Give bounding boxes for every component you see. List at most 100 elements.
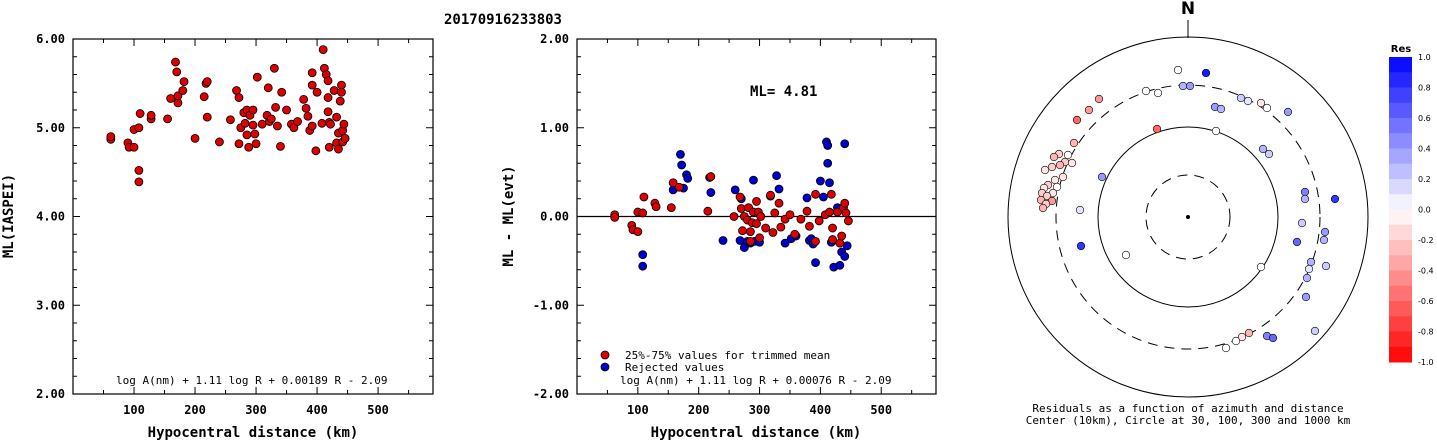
panel1-ylabel: ML(IASPEI) [1,174,17,258]
rejected-point [840,139,850,149]
legend-accepted-label: 25%-75% values for trimmed mean [625,349,830,362]
station-residual-marker [1178,81,1188,91]
ml-annotation: ML= 4.81 [750,84,817,100]
station-residual-marker [1231,336,1241,346]
station-residual-marker [1050,175,1060,185]
station-point [312,87,322,97]
figure-title: 20170916233803 [444,12,562,28]
station-point [323,76,333,86]
station-point [340,133,350,143]
station-point [179,77,189,86]
colorbar-tick-label: -0.8 [1418,328,1434,337]
panel1-xtick-label: 300 [245,403,267,417]
panel2-xtick-label: 500 [870,403,892,417]
panel1-ytick-label: 6.00 [36,32,65,46]
station-point [307,121,317,131]
station-residual-marker [1244,328,1254,338]
colorbar-cell [1389,118,1412,134]
station-point [202,77,212,86]
station-residual-marker [1319,235,1329,245]
station-residual-marker [1330,194,1340,204]
station-point [134,165,144,175]
station-residual-marker [1121,250,1131,260]
station-point [323,107,333,117]
panel2-xtick-label: 100 [627,403,649,417]
rejected-point [823,141,833,150]
colorbar-tick-label: 0.8 [1418,84,1431,93]
station-residual-marker [1042,191,1052,201]
station-point [339,119,349,129]
azimuth-residual-panel: N Residuals as a function of azimuth and… [1007,0,1369,427]
panel1-xtick-label: 500 [367,403,389,417]
colorbar-cell [1389,346,1412,363]
station-point [240,118,250,128]
station-point [146,110,156,120]
station-residual-marker [1304,264,1314,274]
station-residual-marker [1072,115,1082,125]
station-residual-marker [1076,241,1086,251]
rejected-point [735,236,745,245]
panel2-ytick-label: 1.00 [540,121,569,135]
legend-rejected-marker [600,362,610,372]
station-point [266,114,276,124]
station-residual-marker [1243,96,1253,106]
station-residual-marker [1152,124,1162,134]
panel1-xtick-label: 200 [184,403,206,417]
rejected-point [840,252,850,261]
accepted-point [766,190,775,200]
colorbar-cell [1389,194,1412,210]
station-point [301,103,311,113]
station-residual-marker [1038,203,1048,213]
colorbar-cell [1389,133,1412,149]
station-point [317,118,327,128]
station-point [226,115,235,125]
accepted-point [811,189,820,199]
station-point [172,67,182,77]
station-residual-marker [1075,205,1085,215]
station-point [303,111,313,121]
station-residual-marker [1292,237,1302,247]
station-point [323,93,333,102]
colorbar-cell [1389,224,1412,241]
colorbar-cell [1389,87,1412,104]
accepted-point [746,227,755,236]
panel2-ytick-label: -1.00 [533,298,569,312]
accepted-point [828,235,837,244]
accepted-point [785,210,795,220]
colorbar-cell [1389,255,1412,271]
station-point [234,139,244,149]
station-residual-marker [1258,144,1268,154]
panel1-xtick-label: 400 [306,403,328,417]
station-point [269,63,279,73]
station-point [248,120,258,130]
rejected-point [774,184,784,194]
rejected-point [706,188,716,197]
station-point [311,146,321,156]
station-point [273,121,282,131]
station-point [242,130,252,140]
station-residual-marker [1268,333,1278,343]
station-point [276,141,285,151]
station-point [332,112,341,122]
station-point [324,142,334,152]
accepted-point [811,236,820,246]
station-residual-marker [1055,160,1065,170]
station-residual-marker [1256,262,1266,272]
accepted-point [825,207,834,217]
north-label: N [1181,0,1195,19]
accepted-point [761,223,771,233]
station-residual-marker [1097,172,1107,182]
station-point [171,57,180,67]
panel2-xlabel: Hypocentral distance (km) [651,425,862,441]
colorbar-cell [1389,331,1412,348]
accepted-point [796,214,806,224]
accepted-point [840,198,850,208]
rejected-point [718,236,728,245]
colorbar-tick-label: 1.0 [1418,53,1431,62]
colorbar-title: Res [1391,44,1411,55]
colorbar-tick-label: -1.0 [1418,358,1434,367]
station-residual-marker [1300,187,1310,197]
ring-30km [1145,174,1231,260]
colorbar-tick-label: 0.2 [1418,175,1431,184]
